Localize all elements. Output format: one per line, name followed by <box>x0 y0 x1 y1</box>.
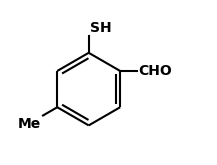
Text: SH: SH <box>90 21 112 35</box>
Text: CHO: CHO <box>138 64 172 78</box>
Text: Me: Me <box>18 117 41 131</box>
